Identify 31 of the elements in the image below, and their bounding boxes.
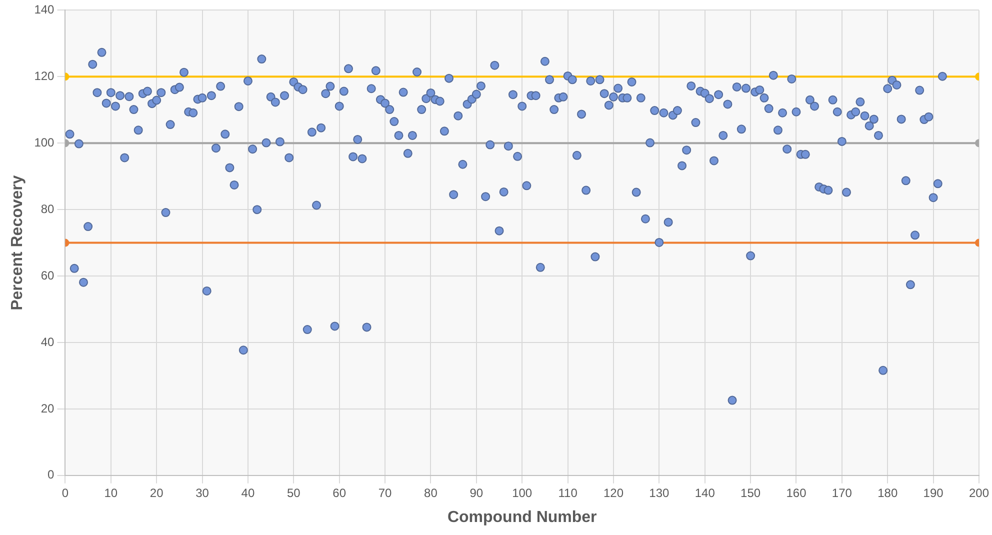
x-axis-title: Compound Number xyxy=(447,508,597,526)
x-tick-label: 0 xyxy=(62,486,69,500)
x-tick-label: 160 xyxy=(786,486,807,500)
y-tick-label: 40 xyxy=(40,334,55,349)
y-tick-label: 80 xyxy=(40,202,55,216)
x-tick-label: 120 xyxy=(603,486,624,500)
x-tick-label: 30 xyxy=(196,486,210,500)
y-axis-title: Percent Recovery xyxy=(9,175,26,310)
x-tick-label: 60 xyxy=(332,486,346,500)
x-tick-label: 10 xyxy=(104,486,118,500)
x-tick-label: 150 xyxy=(740,486,761,500)
y-tick-label: 120 xyxy=(34,68,55,83)
x-tick-label: 40 xyxy=(241,486,255,500)
x-tick-label: 20 xyxy=(150,486,164,500)
x-tick-label: 110 xyxy=(558,486,578,500)
x-tick-label: 180 xyxy=(878,486,898,500)
x-tick-label: 70 xyxy=(378,486,392,500)
x-tick-label: 100 xyxy=(512,486,532,500)
y-tick-label: 100 xyxy=(34,135,55,150)
x-tick-label: 200 xyxy=(968,486,990,500)
x-tick-label: 80 xyxy=(424,486,438,500)
y-tick-label: 0 xyxy=(48,468,55,482)
x-tick-label: 190 xyxy=(923,486,944,500)
x-tick-label: 90 xyxy=(470,486,484,500)
y-tick-label: 140 xyxy=(34,2,55,17)
y-tick-label: 20 xyxy=(40,401,55,416)
y-tick-label: 60 xyxy=(40,268,55,282)
x-tick-label: 170 xyxy=(832,486,852,500)
x-tick-label: 130 xyxy=(649,486,670,500)
x-tick-label: 140 xyxy=(694,486,716,500)
x-tick-label: 50 xyxy=(286,486,301,500)
